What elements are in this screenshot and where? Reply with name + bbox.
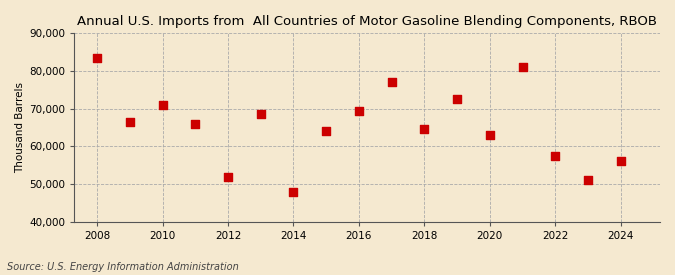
Point (92, 56, 103, 60)
Point (452, 97, 462, 101)
Point (419, 127, 430, 132)
Title: Annual U.S. Imports from  All Countries of Motor Gasoline Blending Components, R: Annual U.S. Imports from All Countries o… (77, 15, 657, 28)
Point (255, 112, 266, 117)
Point (157, 103, 168, 107)
Point (616, 159, 626, 164)
Point (386, 80, 397, 84)
Point (517, 65, 528, 70)
Point (550, 153, 561, 158)
Point (124, 120, 135, 124)
Text: Source: U.S. Energy Information Administration: Source: U.S. Energy Information Administ… (7, 262, 238, 272)
Point (223, 174, 234, 179)
Point (190, 122, 200, 126)
Point (288, 189, 299, 194)
Point (485, 133, 495, 137)
Point (321, 129, 331, 133)
Point (583, 178, 593, 183)
Point (354, 108, 364, 113)
Y-axis label: Thousand Barrels: Thousand Barrels (15, 82, 25, 173)
